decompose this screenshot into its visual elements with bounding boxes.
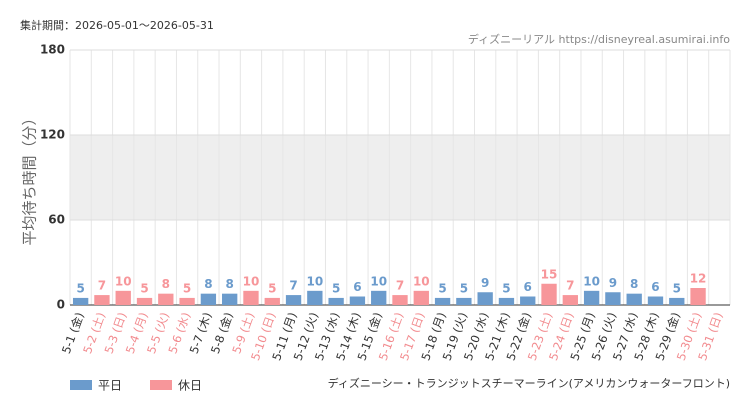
bar — [413, 290, 429, 305]
bar — [243, 290, 259, 305]
value-label: 7 — [289, 279, 297, 293]
bar — [222, 293, 238, 305]
bar — [328, 297, 344, 305]
value-label: 8 — [225, 277, 233, 291]
value-label: 9 — [609, 276, 617, 290]
bar — [179, 297, 195, 305]
value-label: 10 — [115, 274, 132, 288]
legend-label: 平日 — [98, 379, 122, 393]
bar — [647, 296, 664, 305]
value-label: 10 — [413, 274, 430, 288]
subtitle: 集計期間：2026-05-01〜2026-05-31 — [20, 18, 214, 32]
value-label: 12 — [690, 272, 707, 286]
bar — [434, 297, 451, 305]
value-label: 5 — [332, 281, 340, 295]
value-label: 8 — [162, 277, 170, 291]
value-label: 5 — [76, 281, 84, 295]
bar — [562, 295, 578, 305]
legend-label: 休日 — [178, 379, 202, 393]
value-label: 8 — [630, 277, 638, 291]
y-tick-label: 180 — [40, 43, 65, 57]
y-tick-label: 120 — [40, 128, 65, 142]
grid-band — [70, 135, 730, 220]
value-label: 8 — [204, 277, 212, 291]
bar — [477, 292, 493, 305]
bar — [285, 295, 302, 305]
legend-swatch — [150, 380, 172, 390]
bar — [498, 297, 515, 305]
value-label: 10 — [243, 274, 260, 288]
bar — [605, 292, 621, 305]
value-label: 5 — [183, 281, 191, 295]
bar — [541, 283, 557, 305]
bar — [136, 297, 153, 305]
bar — [669, 297, 685, 305]
bar — [200, 293, 217, 305]
value-label: 15 — [541, 267, 558, 281]
source: ディズニーリアル https://disneyreal.asumirai.inf… — [468, 32, 730, 46]
value-label: 6 — [524, 280, 532, 294]
value-label: 5 — [268, 281, 276, 295]
value-label: 10 — [370, 274, 387, 288]
bar — [115, 290, 131, 305]
value-label: 5 — [502, 281, 510, 295]
legend-swatch — [70, 380, 92, 390]
value-label: 5 — [460, 281, 468, 295]
value-label: 7 — [396, 279, 404, 293]
value-label: 9 — [481, 276, 489, 290]
bar — [392, 295, 408, 305]
bar — [626, 293, 642, 305]
bar — [520, 296, 536, 305]
bar — [690, 288, 706, 305]
bar — [72, 297, 89, 305]
value-label: 6 — [651, 280, 659, 294]
bar — [349, 296, 366, 305]
bar — [456, 297, 472, 305]
bar — [158, 293, 174, 305]
bar — [264, 297, 280, 305]
y-tick-label: 0 — [57, 298, 65, 312]
value-label: 7 — [566, 279, 574, 293]
note: ディズニーシー・トランジットスチーマーライン(アメリカンウォーターフロント) — [328, 376, 730, 390]
bar — [583, 290, 600, 305]
value-label: 5 — [438, 281, 446, 295]
value-label: 5 — [140, 281, 148, 295]
value-label: 6 — [353, 280, 361, 294]
value-label: 7 — [98, 279, 106, 293]
bar — [94, 295, 110, 305]
value-label: 5 — [673, 281, 681, 295]
y-tick-label: 60 — [48, 213, 65, 227]
value-label: 10 — [306, 274, 323, 288]
value-label: 10 — [583, 274, 600, 288]
bar — [371, 290, 387, 305]
y-axis-label: 平均待ち時間（分） — [21, 110, 39, 245]
bar — [307, 290, 323, 305]
